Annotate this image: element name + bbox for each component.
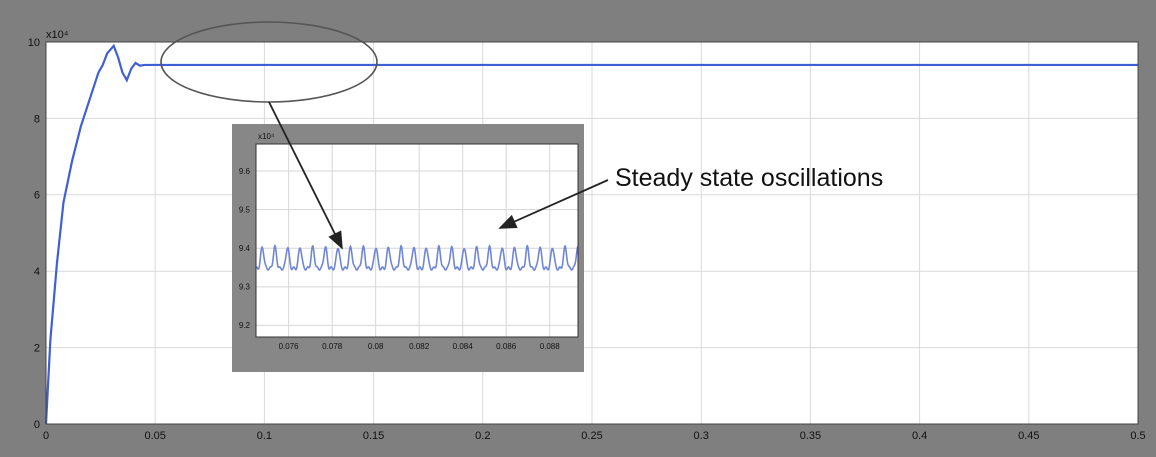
inset-plot-border — [255, 143, 579, 338]
inset-axes: 0.076 0.078 0.08 0.082 0.084 0.086 0.088 9.29.… — [232, 124, 584, 372]
inset-y-tick-label: 9.6 — [239, 167, 251, 176]
main-y-tick-label: 2 — [34, 342, 40, 354]
inset-x-tick-label: 0.086 — [496, 342, 517, 351]
main-axes: 0 0.05 0.1 0.15 0.2 0.25 0.3 0.35 0.4 0.45 0.5 0 2 4… — [28, 29, 1146, 442]
main-x-tick-label: 0.4 — [912, 430, 927, 442]
inset-series-line — [255, 244, 579, 271]
inset-x-tick-label: 0.088 — [540, 342, 561, 351]
main-x-tick-labels: 0 0.05 0.1 0.15 0.2 0.25 0.3 0.35 0.4 0.45 0.5 — [43, 430, 1146, 442]
ellipse-to-inset-arrow — [268, 101, 343, 250]
inset-y-tick-label: 9.3 — [239, 283, 251, 292]
steady-state-annotation: Steady state oscillations — [615, 164, 883, 192]
inset-exponent-label: x10⁴ — [258, 132, 275, 141]
main-x-tick-label: 0.1 — [257, 430, 272, 442]
main-x-tick-label: 0.45 — [1018, 430, 1039, 442]
inset-x-tick-labels: 0.076 0.078 0.08 0.082 0.084 0.086 0.088 — [279, 342, 561, 351]
main-x-tick-label: 0.2 — [475, 430, 490, 442]
main-x-tick-label: 0.05 — [144, 430, 165, 442]
main-y-tick-label: 0 — [34, 419, 40, 431]
inset-y-tick-label: 9.4 — [239, 244, 251, 253]
main-x-tick-label: 0.15 — [363, 430, 384, 442]
inset-x-tick-label: 0.076 — [279, 342, 300, 351]
main-x-tick-label: 0 — [43, 430, 49, 442]
inset-y-tick-label: 9.5 — [239, 205, 251, 214]
main-x-tick-label: 0.25 — [581, 430, 602, 442]
main-exponent-label: x10⁴ — [46, 29, 69, 41]
inset-x-tick-label: 0.082 — [409, 342, 430, 351]
main-y-tick-labels: 0 2 4 6 8 10 — [28, 37, 40, 431]
main-x-tick-label: 0.5 — [1130, 430, 1145, 442]
main-y-tick-label: 10 — [28, 37, 40, 49]
main-y-tick-label: 4 — [34, 266, 40, 278]
main-x-tick-label: 0.35 — [800, 430, 821, 442]
inset-x-tick-label: 0.078 — [322, 342, 343, 351]
inset-y-tick-labels: 9.2 9.3 9.4 9.5 9.6 — [239, 167, 251, 330]
main-y-tick-label: 8 — [34, 113, 40, 125]
main-series-line — [44, 43, 1138, 425]
inset-y-tick-label: 9.2 — [239, 321, 251, 330]
inset-x-tick-label: 0.084 — [453, 342, 474, 351]
inset-plot-area — [256, 144, 578, 337]
annotation-arrow — [498, 179, 609, 229]
main-x-tick-label: 0.3 — [694, 430, 709, 442]
main-y-tick-label: 6 — [34, 190, 40, 202]
inset-x-tick-label: 0.08 — [368, 342, 384, 351]
main-plot-border — [45, 41, 1139, 425]
